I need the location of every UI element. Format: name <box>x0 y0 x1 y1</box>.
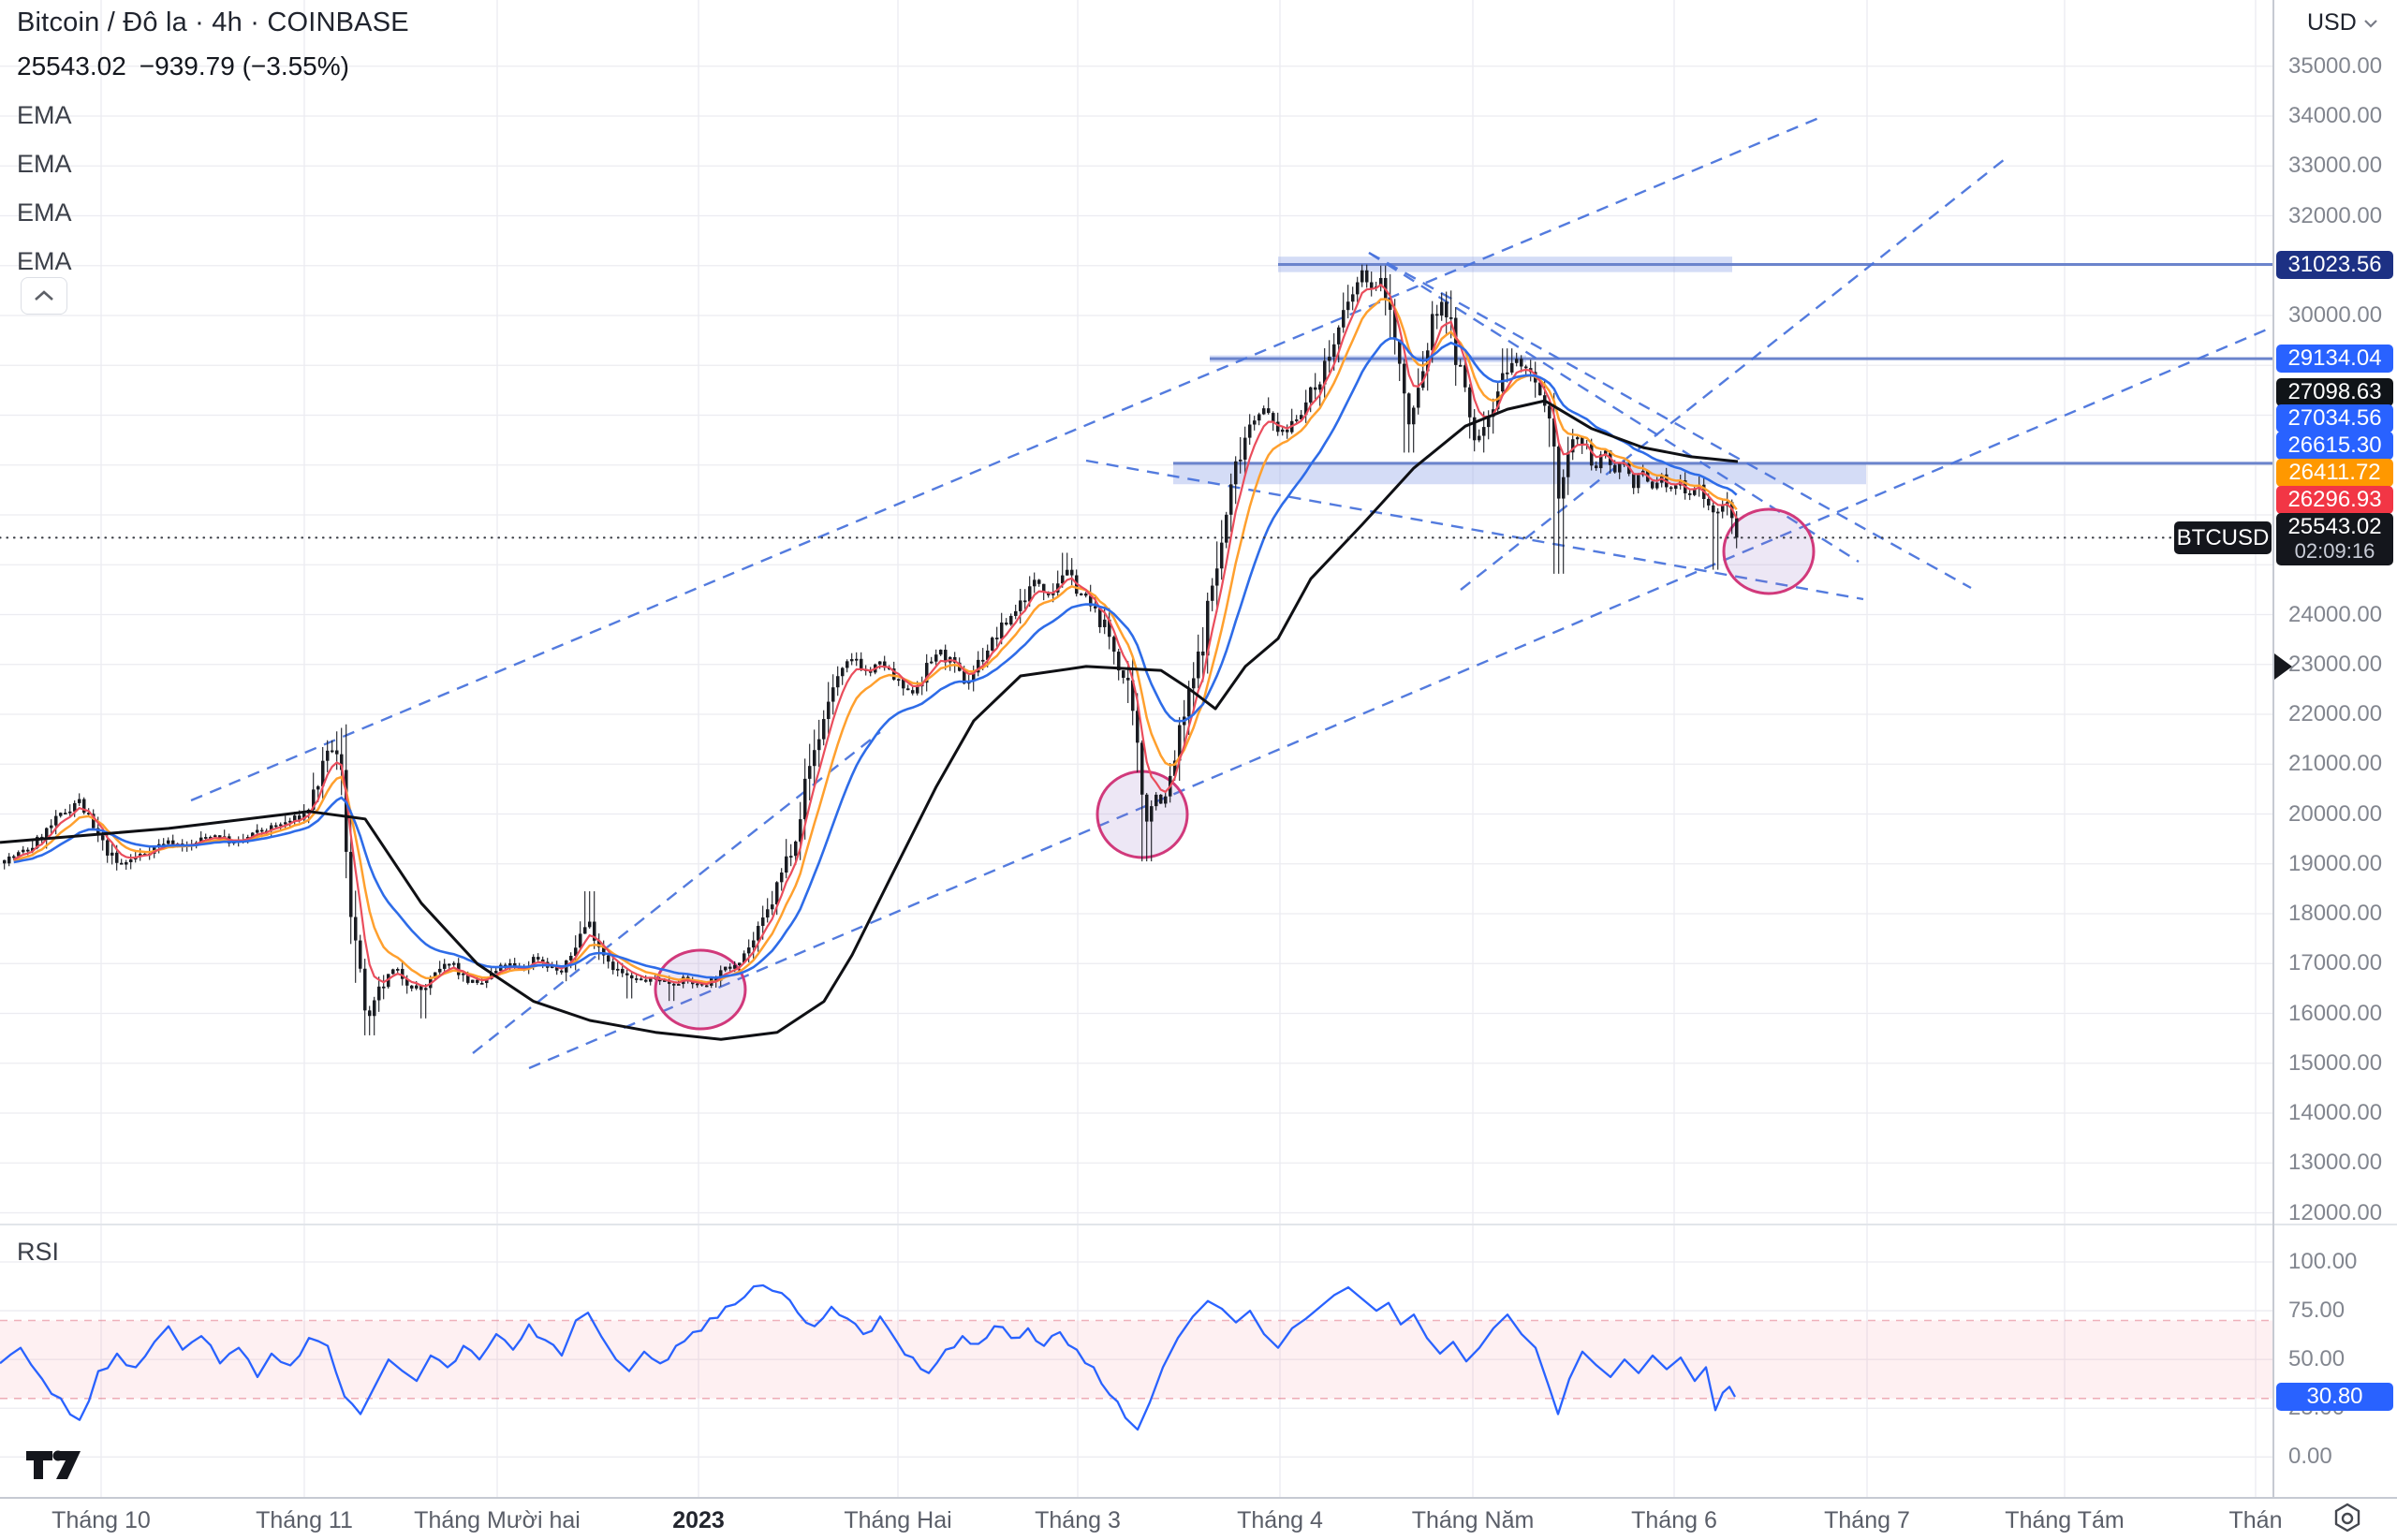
indicator-ema-4[interactable]: EMA <box>17 247 72 275</box>
price-tick: 17000.00 <box>2288 950 2383 976</box>
currency-selector[interactable]: USD <box>2307 9 2378 37</box>
price-label-badge: 26411.72 <box>2276 459 2393 487</box>
time-tick[interactable]: Tháng Năm <box>1411 1507 1535 1533</box>
time-tick[interactable]: 2023 <box>672 1507 725 1533</box>
price-tick: 16000.00 <box>2288 1000 2383 1026</box>
price-tick: 13000.00 <box>2288 1150 2383 1176</box>
price-tick: 14000.00 <box>2288 1100 2383 1125</box>
settings-gear-icon[interactable] <box>2330 1501 2365 1540</box>
indicator-ema-2[interactable]: EMA <box>17 150 72 178</box>
price-tick: 75.00 <box>2288 1298 2346 1324</box>
time-tick[interactable]: Tháng 6 <box>1631 1507 1717 1533</box>
price-tick: 12000.00 <box>2288 1199 2383 1225</box>
price-label-badge: 25543.02 02:09:16 <box>2276 513 2393 565</box>
price-tick: 50.00 <box>2288 1346 2346 1372</box>
price-tick: 24000.00 <box>2288 601 2383 627</box>
price-tick: 34000.00 <box>2288 103 2383 128</box>
price-line-symbol-tag: BTCUSD <box>2174 521 2272 554</box>
price-label-badge: 26296.93 <box>2276 486 2393 514</box>
currency-label: USD <box>2307 9 2357 36</box>
last-price-row: 25543.02 −939.79 (−3.55%) <box>17 51 409 81</box>
price-tick: 22000.00 <box>2288 701 2383 726</box>
time-tick[interactable]: Tháng Mười hai <box>414 1507 581 1533</box>
time-axis[interactable]: Tháng 10 Tháng 11 Tháng Mười hai 2023 Tháng … <box>0 1499 2397 1540</box>
time-tick[interactable]: Tháng 11 <box>256 1507 353 1533</box>
price-tick: 100.00 <box>2288 1249 2358 1274</box>
collapse-legend-button[interactable] <box>21 277 67 315</box>
time-tick[interactable]: Tháng 10 <box>51 1507 151 1533</box>
price-tick: 33000.00 <box>2288 153 2383 179</box>
time-tick[interactable]: Tháng 7 <box>1824 1507 1910 1533</box>
price-tick: 23000.00 <box>2288 651 2383 677</box>
indicator-ema-1[interactable]: EMA <box>17 101 72 129</box>
tradingview-logo-icon[interactable] <box>24 1445 82 1488</box>
rsi-indicator-label[interactable]: RSI <box>17 1238 60 1266</box>
price-label-badge: 27098.63 <box>2276 378 2393 406</box>
price-label-badge: 27034.56 <box>2276 404 2393 433</box>
time-tick[interactable]: Tháng Tám <box>2005 1507 2125 1533</box>
price-tick: 15000.00 <box>2288 1049 2383 1076</box>
price-tick: 18000.00 <box>2288 901 2383 926</box>
chart-legend: Bitcoin / Đô la · 4h · COINBASE 25543.02… <box>17 7 409 276</box>
symbol-title[interactable]: Bitcoin / Đô la · 4h · COINBASE <box>17 7 409 37</box>
price-tick: 19000.00 <box>2288 850 2383 876</box>
price-tick: 32000.00 <box>2288 202 2383 228</box>
chevron-up-icon <box>35 290 53 301</box>
price-label-badge: 26615.30 <box>2276 432 2393 460</box>
time-tick[interactable]: Thán <box>2228 1507 2283 1533</box>
price-change: −939.79 (−3.55%) <box>139 51 349 81</box>
price-tick: 35000.00 <box>2288 52 2383 79</box>
time-tick[interactable]: Tháng Hai <box>844 1507 952 1533</box>
last-price: 25543.02 <box>17 51 126 81</box>
price-label-badge: 30.80 <box>2276 1383 2393 1411</box>
price-tick: 20000.00 <box>2288 800 2383 827</box>
chevron-down-icon <box>2364 19 2377 28</box>
time-tick[interactable]: Tháng 3 <box>1035 1507 1121 1533</box>
price-axis[interactable]: 35000.00 34000.00 33000.00 32000.00 30000.00… <box>2273 0 2397 1540</box>
price-tick: 30000.00 <box>2288 302 2383 328</box>
indicator-ema-3[interactable]: EMA <box>17 198 72 227</box>
price-tick: 0.00 <box>2288 1444 2332 1470</box>
price-label-badge: 31023.56 <box>2276 251 2393 279</box>
price-tick: 21000.00 <box>2288 751 2383 777</box>
price-label-badge: 29134.04 <box>2276 345 2393 373</box>
time-tick[interactable]: Tháng 4 <box>1237 1507 1323 1533</box>
